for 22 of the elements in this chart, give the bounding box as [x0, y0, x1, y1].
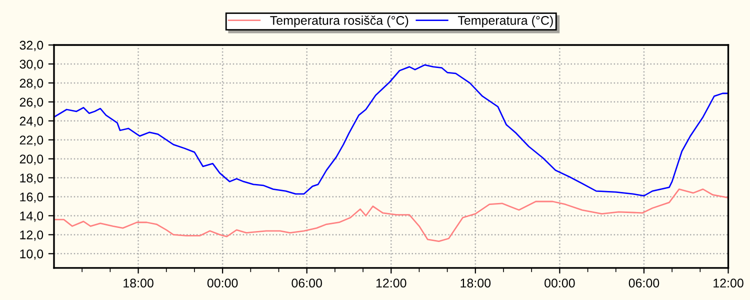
y-tick-label: 30,0 — [20, 60, 44, 70]
x-tick-label: 06:00 — [292, 278, 322, 288]
y-tick-label: 32,0 — [20, 40, 44, 52]
x-tick-label: 00:00 — [207, 278, 238, 288]
x-tick-label: 18:00 — [460, 278, 491, 288]
y-tick-label: 26,0 — [20, 98, 44, 108]
x-tick-label: 18:00 — [124, 278, 154, 288]
y-tick-label: 24,0 — [20, 116, 44, 128]
legend-label: Temperatura rosišča (°C) — [270, 16, 408, 28]
y-tick-label: 14,0 — [20, 212, 44, 222]
y-tick-label: 28,0 — [20, 78, 44, 90]
y-tick-label: 18,0 — [20, 174, 44, 184]
x-tick-label: 06:00 — [628, 278, 660, 288]
y-tick-label: 12,0 — [20, 230, 44, 241]
legend-label: Temperatura (°C) — [458, 16, 553, 28]
y-tick-label: 22,0 — [20, 136, 44, 146]
y-tick-label: 20,0 — [20, 154, 44, 165]
x-tick-label: 12:00 — [376, 278, 406, 288]
x-tick-label: 00:00 — [544, 278, 575, 288]
y-tick-label: 10,0 — [20, 249, 44, 260]
x-tick-label: 12:00 — [714, 278, 744, 288]
y-tick-label: 16,0 — [20, 192, 44, 203]
